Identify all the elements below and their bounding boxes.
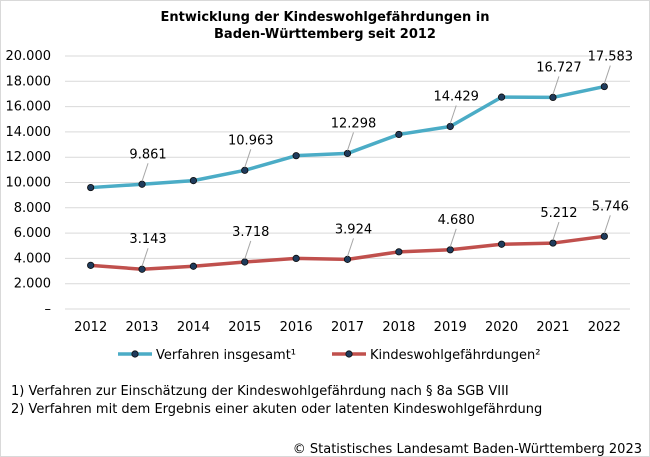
data-label-leader <box>244 240 252 260</box>
footnote-2: 2) Verfahren mit dem Ergebnis einer akut… <box>11 402 543 417</box>
data-label: 3.143 <box>129 232 166 247</box>
data-point <box>292 152 300 160</box>
data-point <box>343 149 352 158</box>
data-point <box>446 246 454 254</box>
data-label-leader <box>347 132 354 151</box>
y-tick-label: 20.000 <box>6 49 52 64</box>
data-label-leader <box>347 238 354 257</box>
data-label-leader <box>244 149 252 168</box>
y-tick-label: 14.000 <box>6 125 52 140</box>
data-point <box>343 255 352 263</box>
data-label: 9.861 <box>129 147 166 162</box>
data-label: 3.924 <box>335 222 372 237</box>
x-tick-label: 2016 <box>280 320 313 335</box>
data-point <box>292 254 300 262</box>
line-chart: – 2.000 4.000 6.000 8.000 10.000 12.000 14.000 1… <box>6 49 634 363</box>
data-label-leader <box>141 248 149 267</box>
data-point <box>446 122 454 131</box>
data-label: 12.298 <box>331 116 377 131</box>
data-label-leader <box>603 65 611 84</box>
data-point <box>87 261 95 269</box>
data-label: 10.963 <box>228 133 274 148</box>
data-label: 16.727 <box>536 60 582 75</box>
data-label-leader <box>141 163 149 182</box>
legend-label: Verfahren insgesamt¹ <box>156 348 296 363</box>
data-point <box>189 177 198 185</box>
data-point <box>497 93 506 101</box>
data-point <box>87 183 95 192</box>
data-point <box>600 82 608 91</box>
footnote-1: 1) Verfahren zur Einschätzung der Kindes… <box>11 384 509 399</box>
data-point <box>138 265 146 273</box>
y-tick-label: – <box>45 302 52 317</box>
x-tick-label: 2014 <box>177 320 210 335</box>
x-tick-label: 2022 <box>588 320 621 335</box>
y-tick-label: 16.000 <box>6 100 52 115</box>
chart-title-line2: Baden-Württemberg seit 2012 <box>214 27 436 42</box>
data-point <box>241 258 249 266</box>
series-line-1 <box>88 84 607 190</box>
y-tick-label: 12.000 <box>6 150 52 165</box>
data-label: 5.746 <box>592 199 629 214</box>
y-tick-label: 8.000 <box>14 201 51 216</box>
y-tick-label: 2.000 <box>14 277 51 292</box>
data-label-leader <box>552 76 560 95</box>
x-tick-label: 2013 <box>125 320 158 335</box>
data-label: 5.212 <box>540 206 577 221</box>
y-tick-label: 10.000 <box>6 176 52 191</box>
data-point <box>549 239 557 247</box>
chart-title-line1: Entwicklung der Kindeswohlgefährdungen i… <box>160 10 490 25</box>
x-tick-label: 2017 <box>331 320 364 335</box>
data-point <box>189 262 198 270</box>
y-tick-label: 18.000 <box>6 74 52 89</box>
x-tick-label: 2018 <box>382 320 415 335</box>
copyright-notice: © Statistisches Landesamt Baden-Württemb… <box>292 442 642 457</box>
data-label: 3.718 <box>232 225 269 240</box>
data-point <box>395 248 403 256</box>
x-tick-label: 2020 <box>485 320 518 335</box>
data-label-leader <box>552 221 560 241</box>
x-tick-label: 2015 <box>228 320 261 335</box>
x-tick-label: 2012 <box>74 320 107 335</box>
data-label-leader <box>449 105 457 124</box>
y-tick-label: 6.000 <box>14 226 51 241</box>
data-label-leader <box>449 228 457 247</box>
series-line-2 <box>88 234 607 271</box>
data-point <box>549 93 557 102</box>
data-point <box>241 166 249 174</box>
data-point <box>138 180 146 188</box>
x-tick-label: 2021 <box>536 320 569 335</box>
data-point <box>497 240 506 248</box>
data-label: 14.429 <box>433 89 479 104</box>
data-label: 4.680 <box>438 213 475 228</box>
legend-swatch-marker <box>131 350 139 358</box>
data-label: 17.583 <box>588 50 634 65</box>
legend-label: Kindeswohlgefährdungen² <box>370 348 540 363</box>
data-point <box>395 130 403 139</box>
x-tick-label: 2019 <box>434 320 467 335</box>
data-point <box>600 232 608 240</box>
data-label-leader <box>603 215 611 234</box>
legend-swatch-marker <box>345 350 353 358</box>
y-tick-label: 4.000 <box>14 251 51 266</box>
